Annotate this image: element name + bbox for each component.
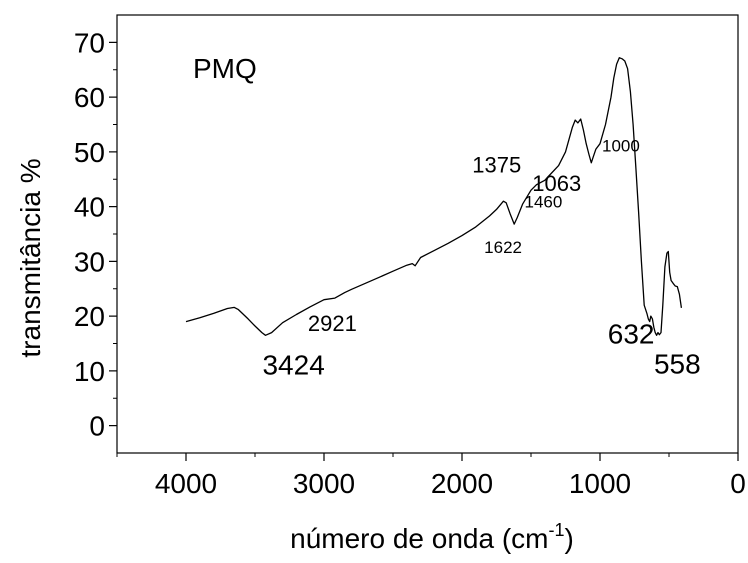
panel-label: PMQ [193,53,257,84]
peak-label: 3424 [262,349,324,380]
y-tick-label: 60 [74,82,105,113]
peak-label: 1000 [602,137,640,156]
x-axis-title-main: número de onda (cm [290,523,548,554]
peak-label: 1460 [525,193,563,212]
x-axis-title-suffix: ) [565,523,574,554]
x-tick-label: 3000 [293,468,355,499]
peak-label: 1375 [472,153,521,178]
spectrum-line [185,57,683,336]
y-tick-label: 70 [74,27,105,58]
series [185,57,683,336]
peak-label: 1063 [532,171,581,196]
y-tick-label: 50 [74,137,105,168]
y-tick-label: 0 [89,411,105,442]
ticks: 4000 3000 2000 1000 0 0 10 20 30 40 50 60 70 [74,27,746,499]
x-tick-label: 2000 [431,468,493,499]
x-axis-title-superscript: -1 [549,520,565,540]
y-tick-label: 40 [74,192,105,223]
x-tick-label: 0 [730,468,746,499]
peak-label: 2921 [308,311,357,336]
x-axis-title: número de onda (cm-1) [290,520,574,554]
peak-label: 1622 [484,238,522,257]
labels: PMQ transmitância % número de onda (cm-1… [15,53,574,554]
peak-label: 558 [654,349,701,380]
peak-label: 632 [608,319,655,350]
x-tick-label: 4000 [155,468,217,499]
y-tick-label: 10 [74,356,105,387]
x-tick-label: 1000 [569,468,631,499]
y-axis-title: transmitância % [15,158,46,357]
y-tick-label: 30 [74,246,105,277]
y-tick-label: 20 [74,301,105,332]
